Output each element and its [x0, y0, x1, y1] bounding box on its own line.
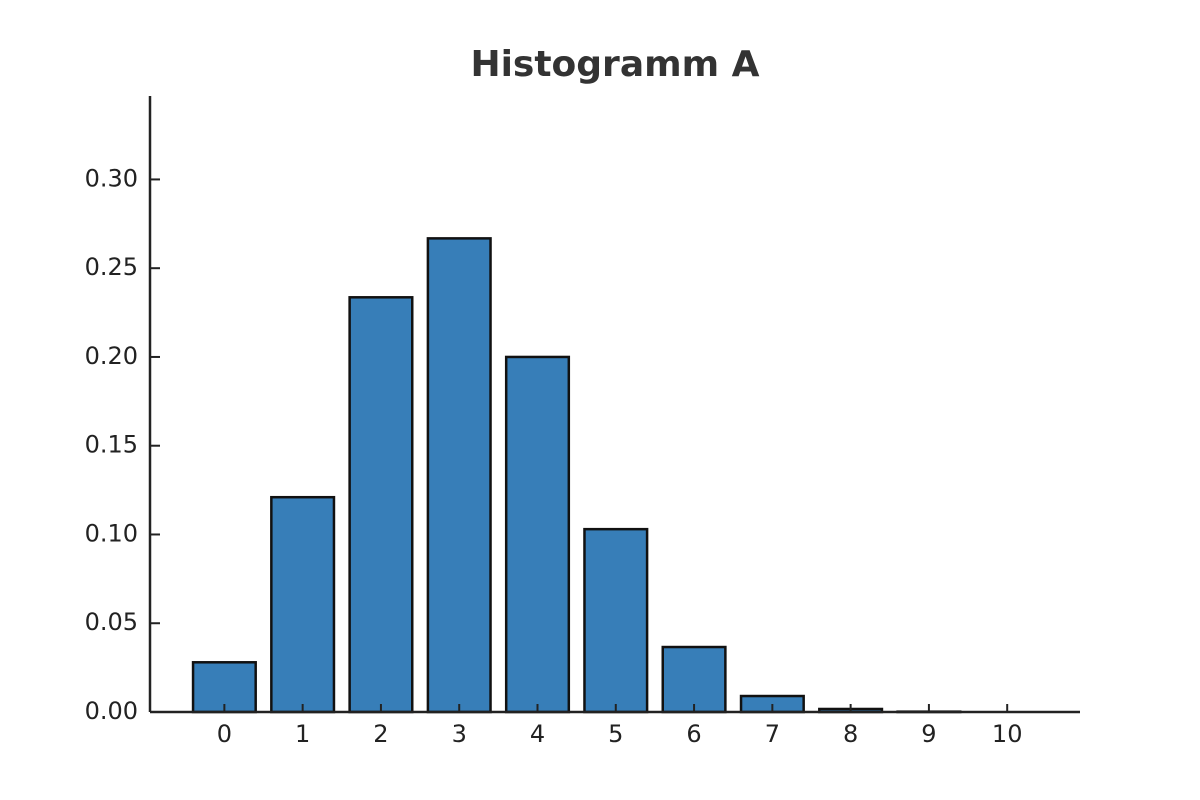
x-tick-label: 9: [921, 720, 936, 748]
y-tick-label: 0.30: [85, 164, 138, 192]
x-tick-label: 4: [530, 720, 545, 748]
bar: [661, 645, 727, 714]
x-tick-label: 8: [843, 720, 858, 748]
x-tick-label: 1: [295, 720, 310, 748]
x-tick-label: 0: [217, 720, 232, 748]
bar: [583, 527, 649, 714]
y-tick-label: 0.20: [85, 342, 138, 370]
x-tick-label: 6: [686, 720, 701, 748]
bar: [426, 237, 492, 714]
x-tick-label: 5: [608, 720, 623, 748]
x-tick-label: 10: [992, 720, 1023, 748]
x-tick-label: 3: [452, 720, 467, 748]
y-tick-label: 0.15: [85, 431, 138, 459]
bar: [504, 355, 571, 714]
y-tick-label: 0.10: [85, 519, 138, 547]
chart-title: Histogramm A: [470, 44, 759, 85]
y-tick-label: 0.05: [85, 608, 138, 636]
y-tick-label: 0.25: [85, 253, 138, 281]
bar: [270, 495, 336, 714]
bar: [348, 296, 414, 714]
x-tick-label: 7: [765, 720, 780, 748]
y-tick-label: 0.00: [85, 697, 138, 725]
x-tick-label: 2: [373, 720, 388, 748]
